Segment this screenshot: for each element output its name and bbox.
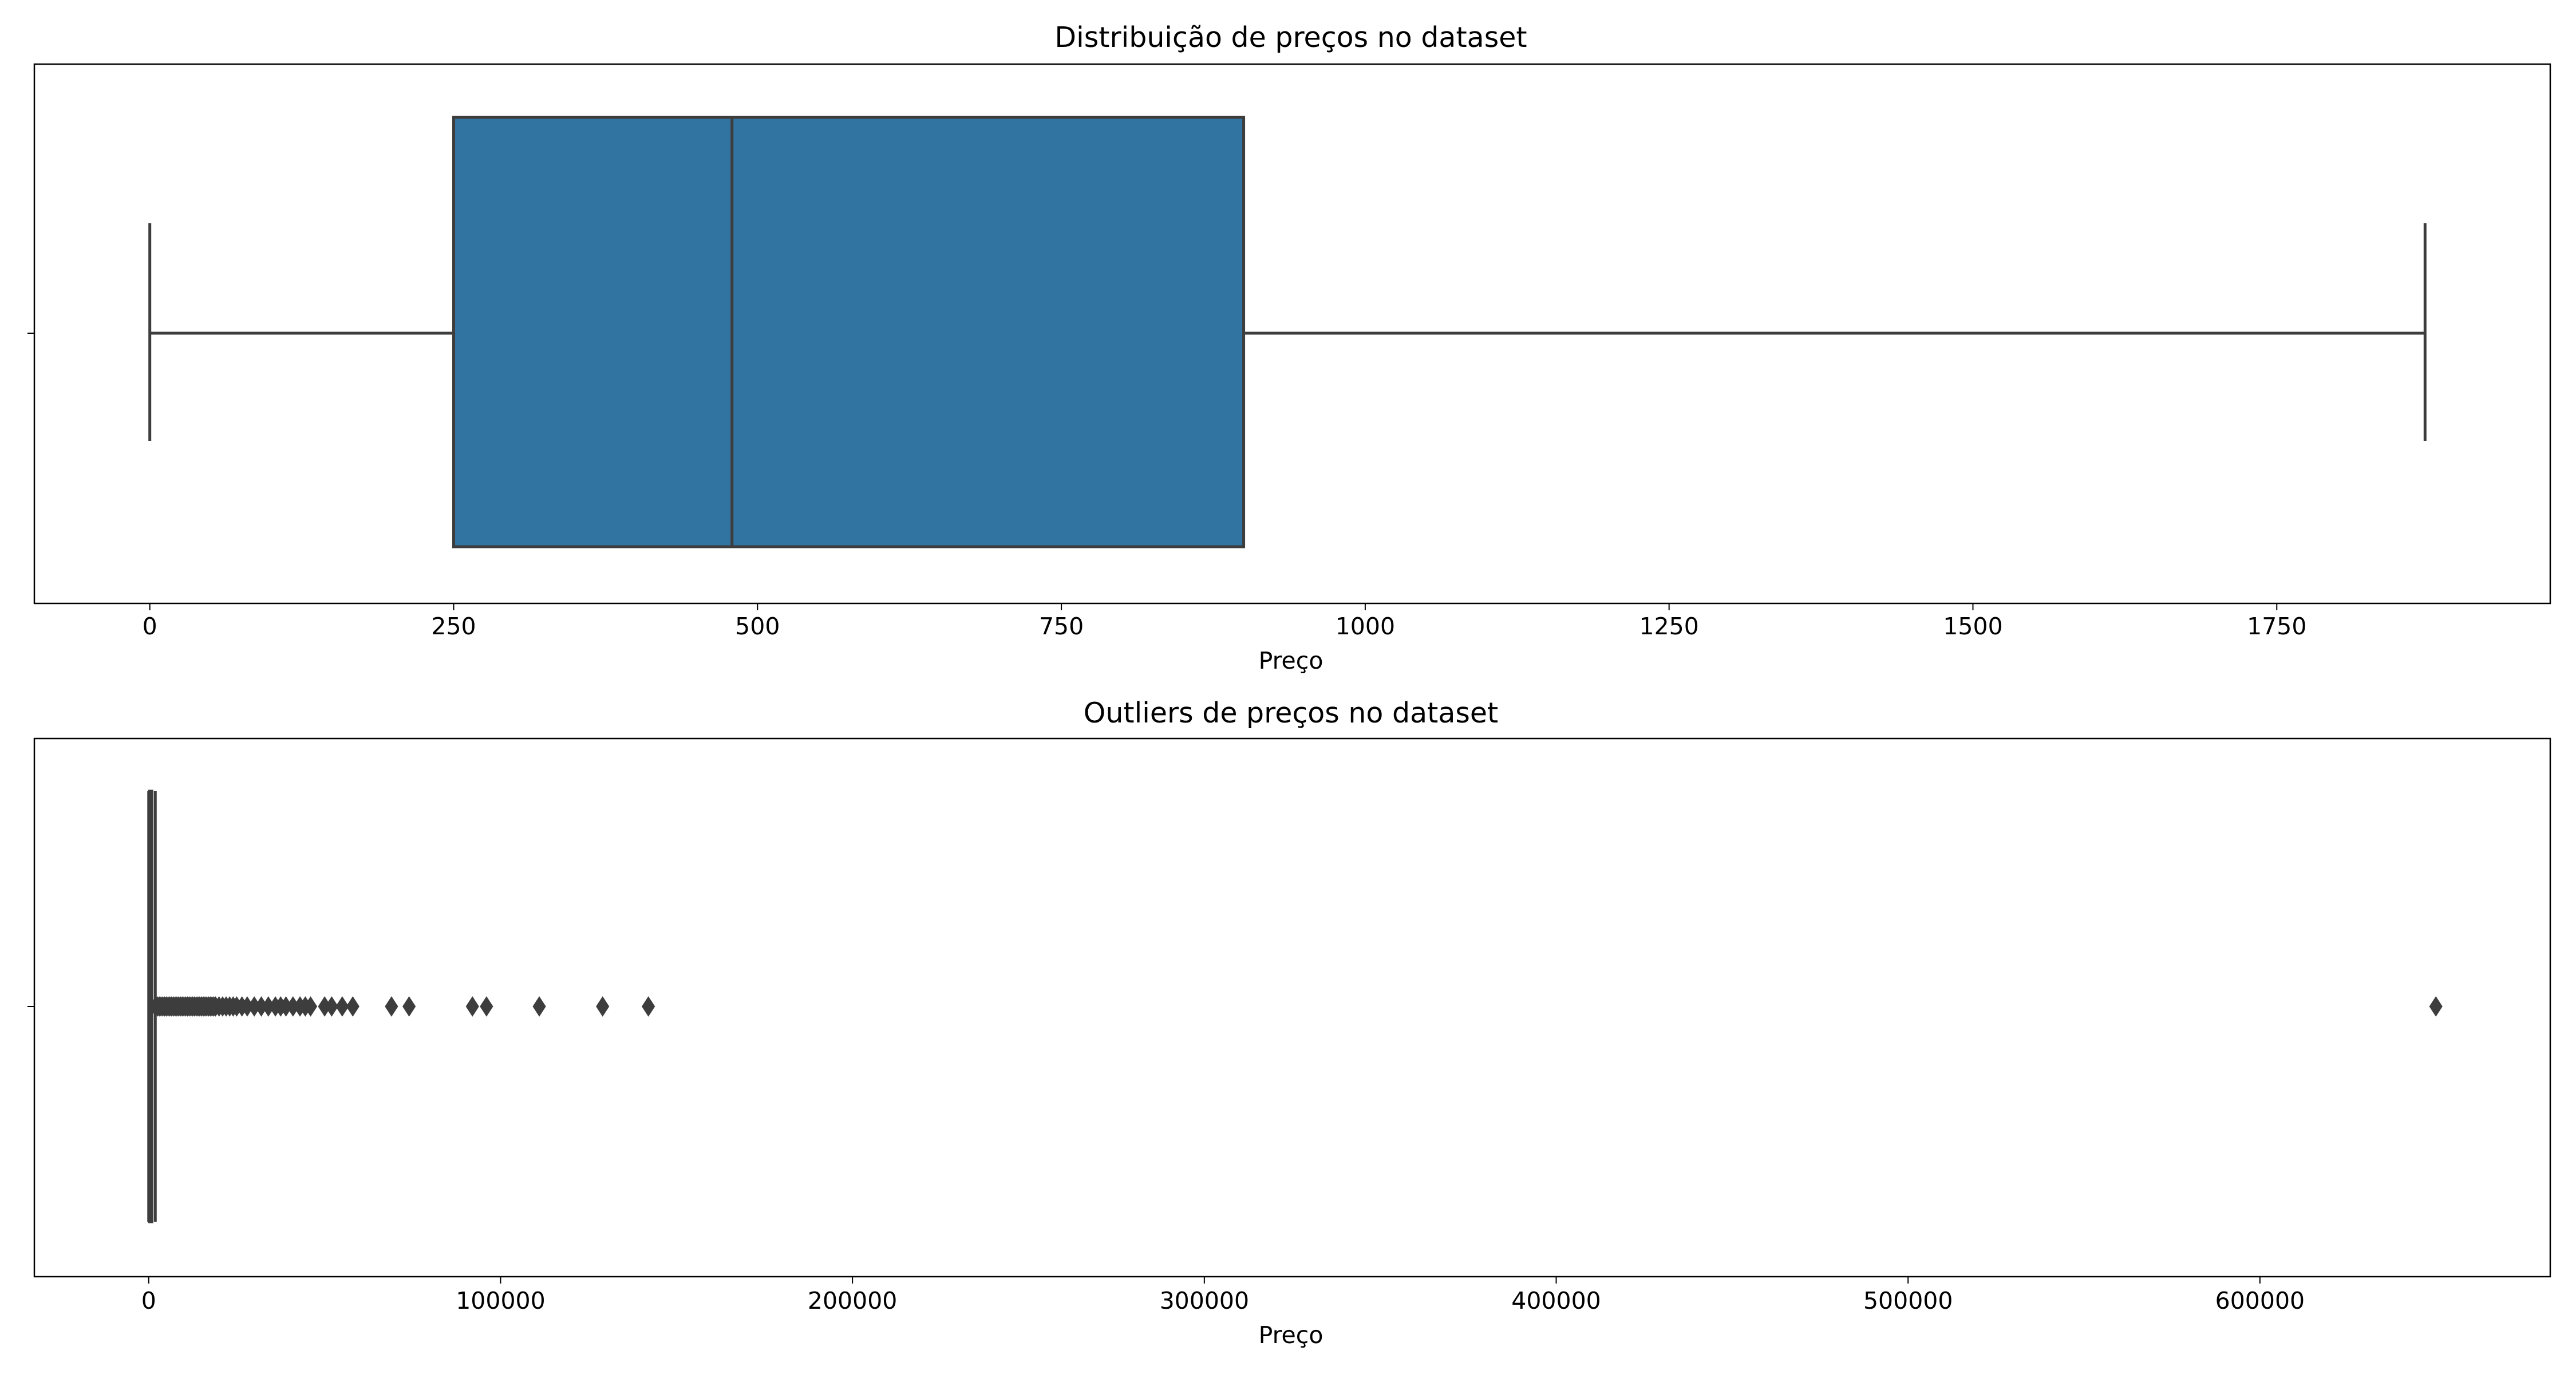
x-tick-label: 100000 (456, 1287, 546, 1314)
outlier-point (596, 996, 610, 1017)
outlier-point (325, 996, 339, 1017)
x-tick-label: 1750 (2247, 613, 2306, 640)
axes-frame (33, 737, 2551, 1278)
outlier-point (642, 996, 655, 1017)
x-tick-label: 600000 (2215, 1287, 2305, 1314)
chart-title: Distribuição de preços no dataset (1054, 21, 1527, 54)
outlier-point (303, 996, 318, 1017)
outliers-marks (147, 789, 2443, 1223)
outlier-point (335, 996, 349, 1017)
distribution-marks (148, 116, 2427, 548)
outlier-point (480, 996, 493, 1017)
x-axis-ticks: 0 250 500 750 1000 1250 1500 1750 (143, 603, 2306, 640)
x-tick-label: 750 (1039, 613, 1084, 640)
iqr-box (452, 116, 1246, 548)
outliers-boxplot-panel: Outliers de preços no dataset 0 100000 200… (27, 697, 2551, 1349)
x-tick-label: 500000 (1863, 1287, 1953, 1314)
x-tick-label: 400000 (1511, 1287, 1601, 1314)
x-tick-label: 200000 (808, 1287, 898, 1314)
x-axis-ticks: 0 100000 200000 300000 400000 500000 600000 (141, 1277, 2305, 1314)
x-axis-label: Preço (1259, 647, 1323, 674)
outlier-point (385, 996, 398, 1017)
x-tick-label: 300000 (1160, 1287, 1250, 1314)
x-axis-label: Preço (1259, 1321, 1323, 1349)
x-tick-label: 0 (141, 1287, 156, 1314)
x-tick-label: 1250 (1639, 613, 1699, 640)
outlier-point (465, 996, 479, 1017)
chart-title: Outliers de preços no dataset (1084, 697, 1499, 729)
x-tick-label: 250 (431, 613, 476, 640)
outlier-point (402, 996, 416, 1017)
outlier-point (2429, 996, 2443, 1017)
outlier-point (532, 996, 546, 1017)
x-tick-label: 1000 (1336, 613, 1395, 640)
x-tick-label: 500 (735, 613, 780, 640)
x-tick-label: 0 (143, 613, 157, 640)
distribution-boxplot-panel: Distribuição de preços no dataset 0 250 50… (27, 21, 2551, 674)
outlier-point (346, 996, 359, 1017)
x-tick-label: 1500 (1943, 613, 2002, 640)
